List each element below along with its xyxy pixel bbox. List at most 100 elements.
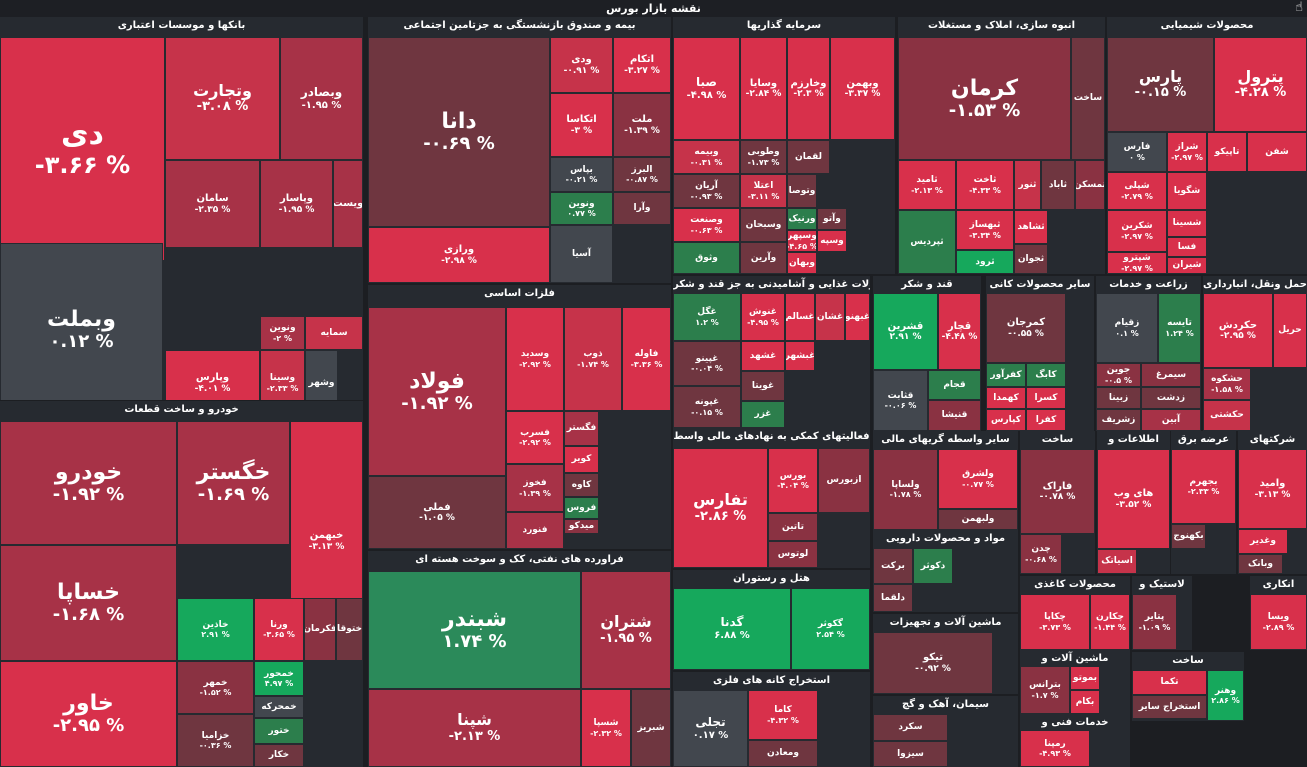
stock-tile[interactable]: وتوصا	[787, 174, 817, 208]
stock-tile[interactable]: زشریف	[1096, 409, 1141, 431]
stock-tile[interactable]: تاتین	[768, 513, 818, 541]
stock-tile[interactable]: تایسه ۱.۲۴ %	[1158, 293, 1201, 363]
stock-tile[interactable]: چکاپا -۳.۷۳ %	[1020, 594, 1090, 650]
stock-tile[interactable]: وهنر ۲.۸۶ %	[1207, 670, 1244, 721]
stock-tile[interactable]: ومعادن	[748, 740, 818, 767]
stock-tile[interactable]: وآتو	[817, 208, 847, 230]
stock-tile[interactable]: شگویا	[1167, 172, 1207, 210]
stock-tile[interactable]: آبین	[1141, 409, 1201, 431]
stock-tile[interactable]: ویسا -۲.۸۹ %	[1250, 594, 1307, 650]
stock-tile[interactable]: اتکاسا -۳ %	[550, 93, 613, 157]
stock-tile[interactable]: بورس -۴.۰۴ %	[768, 448, 818, 513]
stock-tile[interactable]: فروس	[564, 497, 599, 519]
stock-tile[interactable]: کابگ	[1026, 363, 1066, 387]
stock-tile[interactable]: فکرمان	[304, 598, 336, 661]
stock-tile[interactable]: وسینا -۲.۳۳ %	[260, 350, 305, 400]
stock-tile[interactable]: ثاباد	[1041, 160, 1075, 210]
stock-tile[interactable]: وسدید -۲.۹۲ %	[506, 307, 564, 411]
sector-title[interactable]: بانکها و موسسات اعتباری	[117, 20, 246, 31]
stock-tile[interactable]: شفن	[1247, 132, 1307, 172]
stock-tile[interactable]: ختوقا	[336, 598, 363, 661]
sector-title[interactable]: سایر واسطه گریهای مالی	[881, 434, 1010, 445]
stock-tile[interactable]: ثامید -۲.۱۳ %	[898, 160, 956, 210]
sector-title[interactable]: اطلاعات و	[1108, 434, 1159, 445]
stock-tile[interactable]: غشان	[815, 293, 845, 341]
stock-tile[interactable]: وآرا	[613, 192, 671, 225]
stock-tile[interactable]: وثوق	[673, 242, 740, 274]
stock-tile[interactable]: استخراج سایر	[1132, 695, 1207, 719]
stock-tile[interactable]: ونوین -۲ %	[260, 316, 305, 350]
stock-tile[interactable]: فخوز -۱.۳۹ %	[506, 464, 564, 512]
sector-title[interactable]: فعالیتهای کمکی به نهادهای مالی واسط	[673, 431, 870, 442]
stock-tile[interactable]: وبملت ۰.۱۲ %	[0, 243, 163, 400]
stock-tile[interactable]: وتجارت -۳.۰۸ %	[165, 37, 280, 160]
stock-tile[interactable]: شبندر ۱.۷۴ %	[368, 571, 581, 689]
sector-title[interactable]: خدمات فنی و	[1041, 717, 1109, 728]
sector-title[interactable]: سایر محصولات کانی	[989, 279, 1091, 290]
stock-tile[interactable]: ثشاهد	[1014, 210, 1048, 244]
stock-tile[interactable]: قجام	[928, 370, 981, 400]
sector-title[interactable]: محصولات شیمیایی	[1160, 20, 1254, 31]
stock-tile[interactable]: فارس ۰ %	[1107, 132, 1167, 172]
stock-tile[interactable]: وبهمن -۳.۳۷ %	[830, 37, 895, 140]
sector-title[interactable]: حمل ونقل، انبارداری	[1203, 279, 1307, 290]
stock-tile[interactable]: ثمسکن	[1075, 160, 1105, 210]
sector-title[interactable]: ساخت	[1041, 434, 1074, 445]
stock-tile[interactable]: ونوین ۰.۷۷ %	[550, 192, 613, 225]
stock-tile[interactable]: بپاس -۰.۲۱ %	[550, 157, 613, 192]
stock-tile[interactable]: غزر	[741, 401, 785, 428]
stock-tile[interactable]: دکوثر	[913, 548, 953, 584]
stock-tile[interactable]: شراز -۲.۹۷ %	[1167, 132, 1207, 172]
sector-title[interactable]: فلزات اساسی	[484, 288, 555, 299]
stock-tile[interactable]: قچار -۴.۴۸ %	[938, 293, 981, 370]
stock-tile[interactable]: فسا	[1167, 237, 1207, 257]
stock-tile[interactable]: سکرد	[873, 714, 948, 741]
stock-tile[interactable]: کفرا	[1026, 409, 1066, 431]
stock-tile[interactable]: غسالم	[785, 293, 815, 341]
sector-title[interactable]: محصولات غذایی و آشامیدنی به جز قند و شکر	[673, 279, 870, 290]
stock-tile[interactable]: کپارس	[986, 409, 1026, 431]
stock-tile[interactable]: ورنیک	[787, 208, 817, 230]
stock-tile[interactable]: جوین -۰.۵ %	[1096, 363, 1141, 387]
stock-tile[interactable]: قنیشا	[928, 400, 981, 431]
sector-title[interactable]: عرضه برق	[1177, 434, 1230, 445]
sector-title[interactable]: فراورده های نفتی، کک و سوخت هسته ای	[415, 554, 624, 565]
stock-tile[interactable]: غویتا	[741, 371, 785, 401]
stock-tile[interactable]: وطوبی -۱.۷۳ %	[740, 140, 787, 174]
sector-title[interactable]: شرکتهای	[1249, 434, 1296, 445]
stock-tile[interactable]: دلقما	[873, 584, 913, 612]
stock-tile[interactable]: البرز -۰.۸۷ %	[613, 157, 671, 192]
stock-tile[interactable]: بجهرم -۲.۳۳ %	[1171, 449, 1236, 524]
stock-tile[interactable]: ولشرق -۰.۷۷ %	[938, 449, 1018, 509]
stock-tile[interactable]: سامان -۲.۳۵ %	[165, 160, 260, 248]
stock-tile[interactable]: برکت	[873, 548, 913, 584]
stock-tile[interactable]: سیزوا	[873, 741, 948, 767]
stock-tile[interactable]: شپلی -۲.۷۹ %	[1107, 172, 1167, 210]
stock-tile[interactable]: ختور	[254, 718, 304, 744]
stock-tile[interactable]: خمحور ۴.۹۷ %	[254, 661, 304, 696]
stock-tile[interactable]: خاور -۲.۹۵ %	[0, 661, 177, 767]
stock-tile[interactable]: حکردش -۲.۹۵ %	[1203, 293, 1273, 368]
stock-tile[interactable]: وامید -۳.۱۳ %	[1238, 449, 1307, 529]
stock-tile[interactable]: کفرآور	[986, 363, 1026, 387]
stock-tile[interactable]: ولساپا -۱.۷۸ %	[873, 449, 938, 530]
stock-tile[interactable]: اتکام -۳.۲۷ %	[613, 37, 671, 93]
stock-tile[interactable]: ثبهساز -۳.۳۴ %	[956, 210, 1014, 250]
stock-tile[interactable]: چدن -۰.۶۸ %	[1020, 534, 1062, 574]
sector-title[interactable]: ماشین آلات و تجهیزات	[889, 617, 1002, 628]
stock-tile[interactable]: دی -۳.۶۶ %	[0, 37, 165, 261]
stock-tile[interactable]: غپینو -۰.۰۴ %	[673, 341, 741, 386]
sector-title[interactable]: ساخت	[1172, 655, 1204, 666]
stock-tile[interactable]: تکما	[1132, 670, 1207, 695]
stock-tile[interactable]: ثجوان	[1014, 244, 1048, 274]
stock-tile[interactable]: وبهان	[787, 252, 817, 274]
stock-tile[interactable]: رمپنا -۴.۹۳ %	[1020, 730, 1090, 767]
stock-tile[interactable]: تفارس -۲.۸۶ %	[673, 448, 768, 568]
stock-tile[interactable]: ورازی -۲.۹۸ %	[368, 227, 550, 283]
stock-tile[interactable]: گکوثر ۲.۵۴ %	[791, 588, 870, 670]
stock-tile[interactable]: لوتوس	[768, 541, 818, 568]
sector-title[interactable]: قند و شکر	[901, 279, 953, 290]
stock-tile[interactable]: وبانک	[1238, 554, 1283, 574]
stock-tile[interactable]: سمایه	[305, 316, 363, 350]
stock-tile[interactable]: حکشتی	[1203, 400, 1251, 431]
